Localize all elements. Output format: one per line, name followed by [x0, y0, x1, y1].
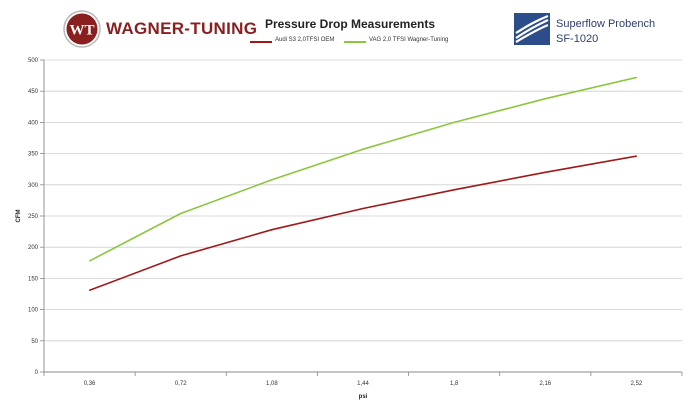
y-tick-label: 50	[31, 339, 38, 345]
y-tick-label: 500	[28, 58, 39, 64]
y-tick-label: 350	[28, 152, 39, 158]
x-tick-label: 2,52	[631, 381, 643, 387]
data-point	[544, 98, 546, 100]
x-tick-label: 1,8	[450, 381, 459, 387]
superflow-logo-icon	[514, 13, 550, 45]
bench-name: Superflow Probench	[556, 18, 656, 30]
data-point	[88, 289, 91, 291]
series-line-oem	[89, 155, 637, 292]
y-tick-label: 0	[35, 370, 39, 376]
data-point	[453, 189, 455, 191]
data-point	[180, 255, 182, 257]
data-point	[271, 229, 273, 231]
data-point	[362, 148, 364, 150]
data-point	[180, 212, 182, 215]
bench-model: SF-1020	[556, 33, 599, 45]
data-point	[88, 260, 91, 262]
chart-title: Pressure Drop Measurements	[264, 17, 436, 31]
wagner-tuning-logo-icon: WT	[63, 10, 101, 48]
y-tick-label: 250	[28, 214, 39, 220]
x-tick-label: 1,44	[357, 381, 369, 387]
logo-monogram: WT	[69, 23, 94, 39]
data-point	[544, 171, 546, 173]
x-axis-title: psi	[359, 394, 368, 400]
y-tick-label: 150	[28, 276, 39, 282]
series-line-wagner	[89, 76, 637, 262]
brand-name: WAGNER-TUNING	[106, 19, 258, 38]
data-point	[271, 179, 273, 181]
legend-swatch-wagner	[344, 41, 366, 43]
x-tick-label: 2,16	[539, 381, 551, 387]
y-tick-label: 400	[28, 120, 39, 126]
x-tick-label: 1,08	[266, 381, 278, 387]
data-point	[635, 155, 638, 157]
x-tick-label: 0,36	[84, 381, 96, 387]
x-tick-label: 0,72	[175, 381, 187, 387]
data-point	[362, 207, 364, 210]
legend-label-wagner: VAG 2,0 TFSI Wagner-Tuning	[369, 37, 449, 43]
y-tick-label: 100	[28, 308, 39, 314]
y-tick-label: 200	[28, 245, 39, 251]
data-point	[635, 76, 638, 79]
y-tick-label: 450	[28, 89, 39, 95]
legend-label-oem: Audi S3 2,0TFSI OEM	[275, 37, 335, 43]
data-point	[453, 121, 455, 123]
y-axis-title: CFM	[16, 210, 22, 223]
legend-swatch-oem	[250, 41, 272, 43]
y-tick-label: 300	[28, 183, 39, 189]
